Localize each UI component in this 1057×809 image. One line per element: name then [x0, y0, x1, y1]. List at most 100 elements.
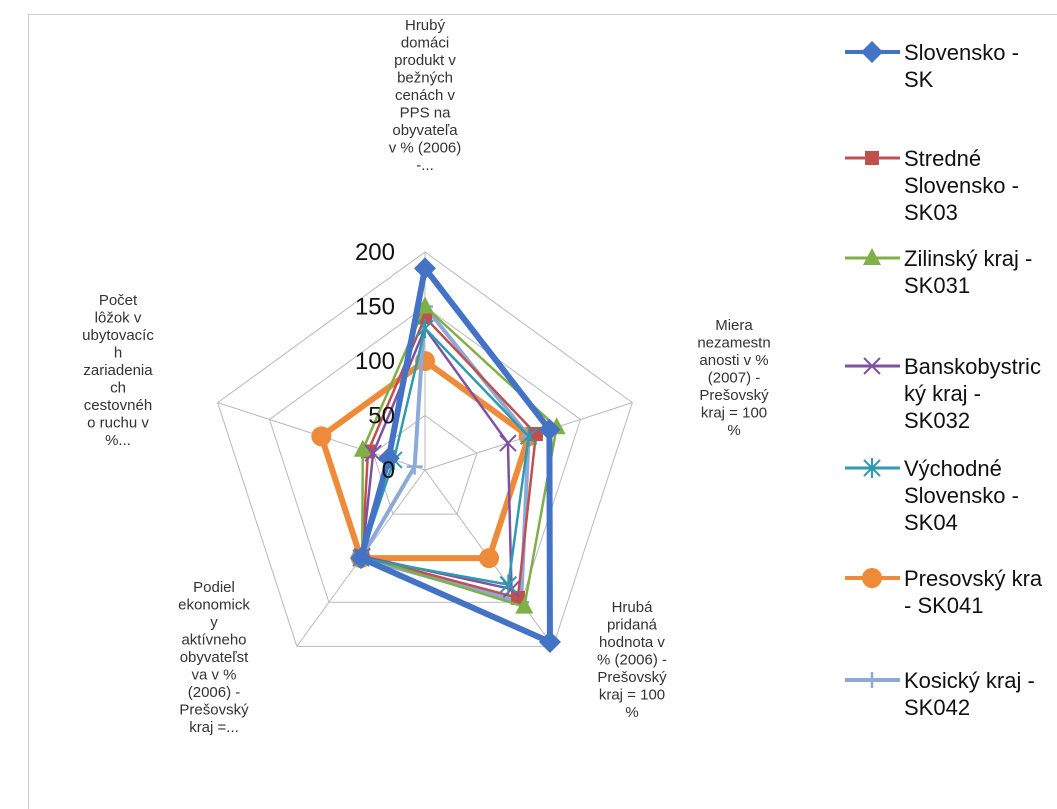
series-marker	[863, 357, 881, 375]
legend-item-1: Slovensko -SK	[845, 40, 1019, 92]
series-line	[318, 358, 532, 562]
axis-label-line: (2006) -	[188, 684, 241, 701]
grid-ring	[372, 414, 478, 515]
axis-label-line: ch	[110, 380, 126, 397]
axis-label-line: Počet	[99, 292, 138, 309]
grid-ring	[217, 251, 633, 647]
series-marker	[414, 257, 436, 280]
axis-label-line: Prešovský	[597, 669, 667, 686]
grid-ring	[268, 305, 582, 603]
tick-label: 200	[355, 239, 395, 266]
legend-label: Slovensko -	[904, 40, 1019, 65]
legend-label: Slovensko -	[904, 173, 1019, 198]
axis-label-line: Miera	[715, 317, 753, 334]
legend-label: Východné	[904, 456, 1002, 481]
legend-label: SK03	[904, 200, 958, 225]
series-marker	[515, 596, 534, 614]
axis-label-line: %...	[105, 432, 131, 449]
series-marker	[865, 151, 879, 165]
axis-label-line: PPS na	[400, 105, 452, 122]
axis-label-line: kraj = 100	[701, 405, 767, 422]
legend-item-7: Kosický kraj -SK042	[845, 668, 1035, 720]
series-marker	[353, 439, 372, 457]
axis-label-line: % (2006) -	[597, 652, 667, 669]
legend-label: SK032	[904, 408, 970, 433]
axis-label-line: bežných	[397, 70, 453, 87]
series-marker	[499, 434, 517, 452]
tick-label: 0	[382, 457, 395, 484]
series-1	[349, 257, 561, 653]
series-marker	[538, 630, 561, 653]
legend-label: SK031	[904, 273, 970, 298]
axis-label-line: Podiel	[193, 579, 235, 596]
series-marker	[862, 568, 882, 588]
legend-label: - SK041	[904, 593, 984, 618]
legend-label: ký kraj -	[904, 381, 981, 406]
legend-label: SK	[904, 67, 934, 92]
axis-label-line: nezamestn	[697, 335, 770, 352]
axis-label-line: domáci	[401, 35, 449, 52]
axis-label-line: produkt v	[394, 52, 456, 69]
legend-label: Slovensko -	[904, 483, 1019, 508]
chart-frame	[28, 14, 1057, 809]
axis-label-line: (2007) -	[708, 370, 761, 387]
axis-label-line: kraj =...	[189, 719, 239, 736]
series-marker	[863, 248, 881, 265]
series-marker	[311, 426, 332, 447]
series-marker	[377, 447, 400, 470]
axis-label-line: ubytovacíc	[82, 327, 154, 344]
series-marker	[479, 548, 500, 569]
series-marker	[406, 458, 423, 475]
legend-item-6: Presovský kra- SK041	[845, 566, 1043, 618]
legend-label: SK04	[904, 510, 958, 535]
series-marker	[499, 574, 517, 595]
series-marker	[538, 418, 561, 441]
axis-label-line: h	[114, 345, 122, 362]
series-marker	[519, 426, 538, 447]
legend-label: Kosický kraj -	[904, 668, 1035, 693]
axis-label-line: obyvateľa	[392, 122, 458, 139]
axis-label-line: v % (2006)	[389, 140, 462, 157]
series-marker	[863, 458, 881, 478]
series-marker	[864, 672, 880, 688]
series-marker	[510, 590, 525, 605]
axis-label-line: pridaná	[607, 617, 658, 634]
legend-label: SK042	[904, 695, 970, 720]
axis-label-line: ekonomick	[178, 597, 250, 614]
series-marker	[861, 41, 883, 63]
axis-label-line: %	[727, 422, 740, 439]
axis-label-line: y	[210, 614, 218, 631]
legend-label: Zilinský kraj -	[904, 246, 1032, 271]
axis-label-line: lôžok v	[95, 310, 142, 327]
legend-label: Stredné	[904, 146, 981, 171]
axis-label-line: Hrubý	[405, 17, 446, 34]
axis-label-line: o ruchu v	[87, 415, 149, 432]
tick-label: 100	[355, 348, 395, 375]
axis-label-line: obyvateľst	[180, 649, 249, 666]
axis-label-line: va v %	[191, 667, 236, 684]
legend-item-3: Zilinský kraj -SK031	[845, 246, 1032, 298]
axis-label-line: cestovnéh	[84, 397, 152, 414]
legend-label: Banskobystric	[904, 354, 1041, 379]
series-marker	[349, 547, 372, 570]
series-line	[360, 316, 538, 600]
axis-label-line: hodnota v	[599, 634, 665, 651]
axis-label-line: Prešovský	[699, 387, 769, 404]
axis-label-line: zariadenia	[83, 362, 153, 379]
axis-label-line: aktívneho	[181, 632, 246, 649]
axis-label-line: anosti v %	[699, 352, 768, 369]
legend-label: Presovský kra	[904, 566, 1043, 591]
axis-label-line: cenách v	[395, 87, 456, 104]
tick-label: 50	[368, 403, 395, 430]
axis-label-line: kraj = 100	[599, 687, 665, 704]
tick-label: 150	[355, 294, 395, 321]
series-line	[357, 265, 553, 645]
axis-label-line: %	[625, 704, 638, 721]
